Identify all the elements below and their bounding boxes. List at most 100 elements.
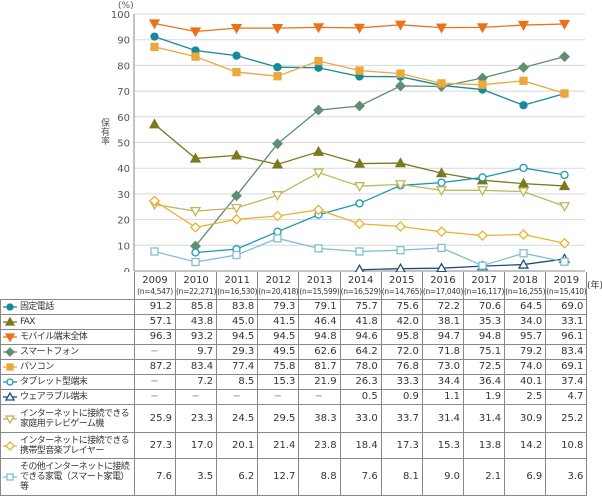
data-label: 85.8 <box>174 299 218 315</box>
data-point <box>273 234 282 243</box>
x-tick-label: 2015 (n=14,765) <box>380 272 423 300</box>
data-point <box>272 138 283 150</box>
data-label: 26.3 <box>339 374 382 390</box>
data-point <box>396 69 405 78</box>
data-label: 95.8 <box>380 329 423 345</box>
data-label: 74.0 <box>504 359 547 375</box>
data-label: 75.7 <box>339 299 382 315</box>
table-row: FAX 57.1 43.8 45.0 41.5 46.4 41.8 42.0 38.1 35.3 3… <box>0 314 588 330</box>
data-point <box>191 257 200 267</box>
data-label: 20.1 <box>216 432 259 459</box>
data-point <box>313 204 324 216</box>
data-point <box>354 263 365 272</box>
legend-marker-icon <box>3 333 17 342</box>
legend-marker-icon <box>3 392 17 401</box>
data-point <box>312 145 325 156</box>
data-point <box>4 333 16 342</box>
data-label: 46.4 <box>298 314 341 330</box>
year-label: 2014 <box>347 274 374 286</box>
sample-size: (n=15,410) <box>546 286 587 296</box>
series-name: その他インターネットに接続できる家電（スマート家電）等 <box>20 462 130 492</box>
data-point <box>355 66 364 75</box>
data-point <box>558 19 571 30</box>
data-label: 23.3 <box>174 404 218 433</box>
legend-marker-icon <box>3 378 17 386</box>
data-label: 57.1 <box>134 314 176 330</box>
data-label: 91.2 <box>134 299 176 315</box>
data-point <box>395 221 406 232</box>
data-label: 45.0 <box>216 314 259 330</box>
data-label: − <box>298 389 341 405</box>
x-tick-label: 2017 (n=16,117) <box>462 272 506 300</box>
data-label: 33.3 <box>380 374 423 390</box>
data-point <box>314 244 323 253</box>
series-name: インターネットに接続できる携帯型音楽プレイヤー <box>20 435 130 456</box>
data-point <box>476 23 489 34</box>
table-row: スマートフォン −9.7 29.3 49.5 62.6 64.2 72.0 71.8 75.1 7… <box>0 344 588 360</box>
data-label: 30.9 <box>504 404 547 433</box>
data-point <box>4 414 16 424</box>
series-lines <box>148 19 571 272</box>
legend-marker-icon <box>3 414 17 424</box>
x-unit-label: (年) <box>587 281 602 291</box>
data-label: 7.6 <box>134 458 176 496</box>
data-label: 70.6 <box>462 299 506 315</box>
data-point <box>6 473 14 481</box>
data-label: 38.1 <box>421 314 464 330</box>
year-label: 2019 <box>553 274 580 286</box>
data-label: 14.2 <box>504 432 547 459</box>
series-name: インターネットに接続できる家庭用テレビゲーム機 <box>20 408 130 429</box>
y-tick-label: 20 <box>117 216 130 227</box>
year-label: 2011 <box>224 274 250 286</box>
legend-marker-icon <box>3 440 17 451</box>
data-point <box>191 248 200 257</box>
series-1 <box>148 118 571 191</box>
sample-size: (n=17,040) <box>422 286 463 296</box>
data-label: 0.9 <box>380 389 423 405</box>
data-label: 94.5 <box>216 329 259 345</box>
y-tick-label: 80 <box>117 61 130 72</box>
data-point <box>271 158 284 169</box>
legend-marker-icon <box>3 473 17 481</box>
data-point <box>436 226 447 238</box>
x-tick-label: 2014 (n=16,529) <box>339 272 382 300</box>
table-row: 固定電話 91.2 85.8 83.8 79.3 79.1 75.7 75.6 72.2 70.6… <box>0 299 588 315</box>
data-label: 76.8 <box>380 359 423 375</box>
legend-entry: インターネットに接続できる家庭用テレビゲーム機 <box>0 404 135 433</box>
data-label: 2.1 <box>462 458 506 496</box>
data-label: 6.9 <box>504 458 547 496</box>
series-name: モバイル端末全体 <box>20 332 88 342</box>
data-label: 8.1 <box>380 458 423 496</box>
series-7 <box>148 168 571 217</box>
data-label: 38.3 <box>298 404 341 433</box>
data-label: 83.4 <box>174 359 218 375</box>
data-label: 7.6 <box>339 458 382 496</box>
data-point <box>230 23 243 34</box>
data-point <box>437 243 446 253</box>
data-label: 72.5 <box>462 359 506 375</box>
data-label: 83.8 <box>216 299 259 315</box>
data-point <box>517 20 530 31</box>
data-label: 75.6 <box>380 299 423 315</box>
data-point <box>355 247 364 256</box>
data-point <box>148 19 161 30</box>
data-label: 33.7 <box>380 404 423 433</box>
data-label: 3.5 <box>174 458 218 496</box>
data-label: 94.8 <box>298 329 341 345</box>
legend-entry: タブレット型端末 <box>0 374 135 390</box>
data-label: − <box>257 389 300 405</box>
legend-entry: インターネットに接続できる携帯型音楽プレイヤー <box>0 432 135 459</box>
y-tick-label: 70 <box>117 87 130 98</box>
data-label: 37.4 <box>545 374 588 390</box>
x-tick-label: 2010 (n=22,271) <box>174 272 218 300</box>
sample-size: (n=20,418) <box>258 286 299 296</box>
data-point <box>478 261 487 270</box>
data-point <box>559 237 570 249</box>
data-point <box>396 246 405 255</box>
data-point <box>4 317 16 326</box>
data-label: 25.9 <box>134 404 176 433</box>
table-row: その他インターネットに接続できる家電（スマート家電）等 7.6 3.5 6.2 12.7… <box>0 458 588 496</box>
data-point <box>477 230 488 241</box>
x-tick-label: 2011 (n=16,530) <box>216 272 259 300</box>
